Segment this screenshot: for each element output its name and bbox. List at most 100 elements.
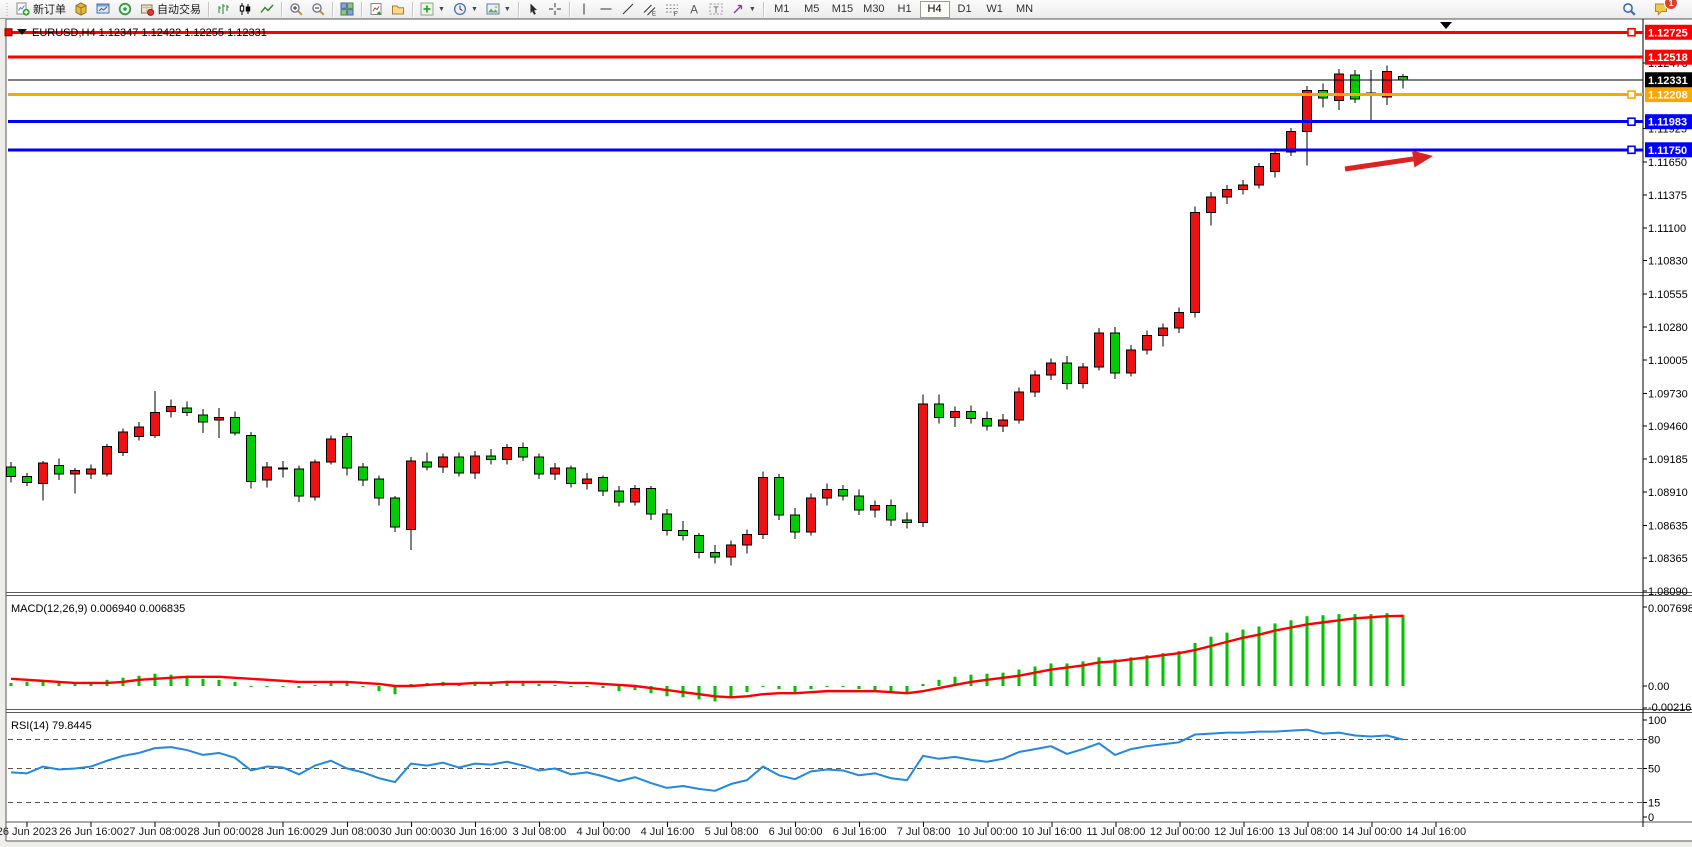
chart-title: EURUSD,H4 1.12347 1.12422 1.12255 1.1233… bbox=[32, 27, 267, 39]
periods-icon bbox=[453, 2, 467, 16]
timeframe-m1-button[interactable]: M1 bbox=[774, 2, 790, 15]
periods-button[interactable]: ▼ bbox=[449, 0, 482, 19]
indicators-button[interactable]: ▼ bbox=[416, 0, 449, 19]
macd-histogram-bar bbox=[713, 686, 717, 702]
macd-histogram-bar bbox=[345, 682, 349, 686]
chart-window-background[interactable] bbox=[6, 19, 1692, 841]
candle-body bbox=[1398, 75, 1408, 81]
vertical-line-button[interactable] bbox=[573, 0, 595, 19]
candle-body bbox=[1334, 73, 1344, 101]
candle-body bbox=[1174, 312, 1184, 329]
new-order-icon bbox=[16, 2, 30, 16]
arrow-annotation[interactable] bbox=[1344, 156, 1414, 172]
line-handle[interactable] bbox=[1627, 27, 1636, 37]
macd-histogram-bar bbox=[1065, 663, 1069, 686]
timeframe-h1-button[interactable]: H1 bbox=[897, 2, 912, 15]
candle-body bbox=[54, 465, 64, 475]
toolbar-separator bbox=[281, 1, 282, 17]
date-axis-label: 27 Jun 08:00 bbox=[123, 826, 187, 838]
strategy-tester-icon bbox=[118, 2, 132, 16]
timeframe-w1-button[interactable]: W1 bbox=[986, 2, 1003, 15]
date-axis-label: 13 Jul 08:00 bbox=[1278, 826, 1338, 838]
macd-histogram-bar bbox=[761, 686, 765, 687]
fibonacci-button[interactable]: F bbox=[661, 0, 683, 19]
macd-histogram-bar bbox=[41, 680, 45, 686]
new-chart-button[interactable] bbox=[365, 0, 387, 19]
timeframe-d1-button[interactable]: D1 bbox=[957, 2, 972, 15]
autotrading-icon bbox=[140, 2, 154, 16]
candle-body bbox=[902, 519, 912, 523]
macd-histogram-bar bbox=[1369, 614, 1373, 686]
equidistant-channel-button[interactable]: E bbox=[639, 0, 661, 19]
trendline-button[interactable] bbox=[617, 0, 639, 19]
line-handle[interactable] bbox=[1627, 90, 1636, 99]
macd-histogram-bar bbox=[889, 686, 893, 693]
candle-body bbox=[150, 412, 160, 436]
horizontal-line-button[interactable] bbox=[595, 0, 617, 19]
search-button[interactable] bbox=[1618, 0, 1640, 19]
text-button[interactable]: A bbox=[683, 0, 705, 19]
macd-histogram-bar bbox=[169, 674, 173, 686]
autotrading-button[interactable]: 自动交易 bbox=[136, 0, 205, 19]
candle-body bbox=[1270, 152, 1280, 172]
line-handle[interactable] bbox=[1627, 145, 1636, 155]
text-label-button[interactable]: T bbox=[705, 0, 727, 19]
crosshair-button[interactable] bbox=[544, 0, 566, 19]
macd-histogram-bar bbox=[1257, 626, 1261, 686]
templates-button[interactable]: ▼ bbox=[482, 0, 515, 19]
candle-body bbox=[1030, 374, 1040, 393]
candle-body bbox=[982, 418, 992, 427]
strategy-tester-button[interactable] bbox=[114, 0, 136, 19]
arrow-annotation-head[interactable] bbox=[1411, 150, 1433, 168]
cursor-button[interactable] bbox=[522, 0, 544, 19]
bar-chart-icon bbox=[216, 2, 230, 16]
line-handle[interactable] bbox=[1627, 117, 1636, 127]
date-axis-label: 6 Jul 16:00 bbox=[833, 826, 887, 838]
new-order-button-label: 新订单 bbox=[33, 4, 66, 16]
macd-histogram-bar bbox=[553, 684, 557, 686]
new-order-button[interactable]: 新订单 bbox=[12, 0, 70, 19]
timeframe-m30-button[interactable]: M30 bbox=[863, 2, 885, 15]
toolbar-separator bbox=[517, 1, 519, 17]
data-window-button[interactable] bbox=[92, 0, 114, 19]
arrows-button[interactable]: ▼ bbox=[727, 0, 760, 19]
toolbar-separator bbox=[568, 1, 570, 17]
toolbar-grip bbox=[5, 2, 9, 16]
tile-windows-button[interactable] bbox=[336, 0, 358, 19]
candle-body bbox=[214, 416, 224, 421]
bar-chart-button[interactable] bbox=[212, 0, 234, 19]
price-tick-label: 1.10830 bbox=[1648, 256, 1688, 268]
line-chart-button[interactable] bbox=[256, 0, 278, 19]
macd-histogram-bar bbox=[1097, 657, 1101, 686]
candle-body bbox=[86, 468, 96, 475]
community-button[interactable]: 1 bbox=[1650, 0, 1678, 19]
price-tick-label: 1.11375 bbox=[1648, 190, 1687, 202]
chart-menu-triangle-icon[interactable] bbox=[17, 29, 27, 35]
candle-body bbox=[182, 407, 192, 414]
profiles-button[interactable] bbox=[387, 0, 409, 19]
date-axis-label: 11 Jul 08:00 bbox=[1086, 826, 1145, 838]
hline-icon bbox=[599, 2, 613, 16]
chart-shift-marker[interactable] bbox=[1440, 22, 1452, 29]
candle-body bbox=[694, 535, 704, 553]
macd-histogram-bar bbox=[905, 686, 909, 694]
candle-body bbox=[998, 419, 1008, 427]
candle-chart-button[interactable] bbox=[234, 0, 256, 19]
candle-body bbox=[502, 447, 512, 461]
zoom-out-button[interactable] bbox=[307, 0, 329, 19]
zoom-in-button[interactable] bbox=[285, 0, 307, 19]
date-axis-label: 10 Jul 00:00 bbox=[958, 826, 1018, 838]
svg-text:E: E bbox=[652, 12, 656, 17]
timeframe-m15-button[interactable]: M15 bbox=[831, 2, 854, 15]
macd-histogram-bar bbox=[937, 679, 941, 686]
fibo-icon: F bbox=[665, 2, 679, 16]
market-button[interactable] bbox=[70, 0, 92, 19]
timeframe-h4-button[interactable]: H4 bbox=[919, 0, 950, 18]
timeframe-mn-button[interactable]: MN bbox=[1016, 2, 1034, 15]
line-handle[interactable] bbox=[4, 28, 13, 37]
candle-body bbox=[198, 414, 208, 423]
candle-body bbox=[518, 447, 528, 458]
timeframe-m5-button[interactable]: M5 bbox=[804, 2, 820, 15]
candle-body bbox=[486, 455, 496, 461]
